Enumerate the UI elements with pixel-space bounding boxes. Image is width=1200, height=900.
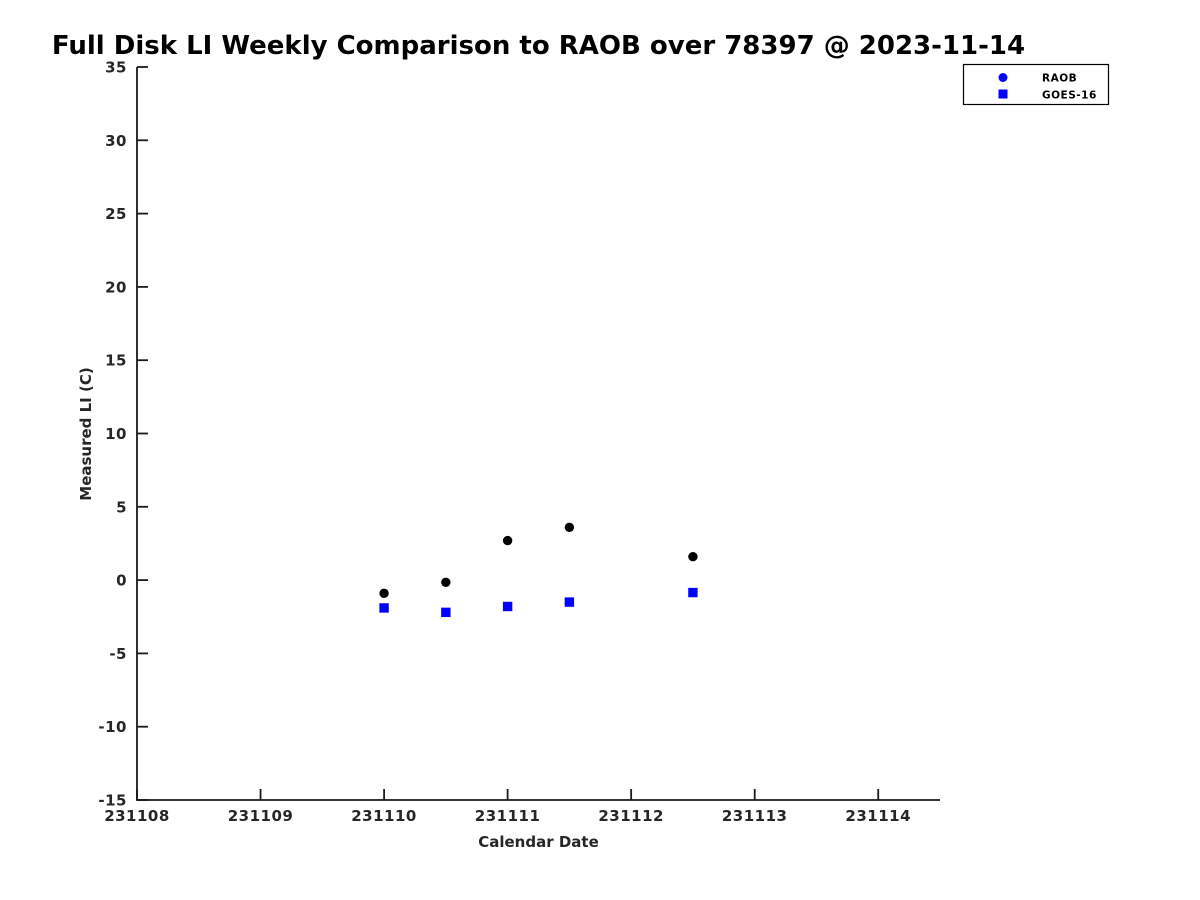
data-point-raob <box>688 551 698 562</box>
legend-label-goes16: GOES-16 <box>1042 90 1097 102</box>
legend-markers <box>998 73 1008 99</box>
data-point-goes-16 <box>688 587 698 598</box>
axes <box>136 67 940 801</box>
y-axis-label: Measured LI (C) <box>77 367 95 500</box>
legend-box <box>962 63 1110 106</box>
data-point-goes-16 <box>564 597 575 607</box>
y-tick-label: -15 <box>98 792 127 810</box>
x-tick-label: 231114 <box>845 807 911 825</box>
data-point-raob <box>502 535 513 546</box>
y-tick-label: 30 <box>105 132 127 150</box>
axis-ticks <box>136 66 880 801</box>
data-point-goes-16 <box>502 601 513 612</box>
legend-label-raob: RAOB <box>1042 73 1077 85</box>
y-tick-label: -10 <box>98 718 127 736</box>
data-point-raob <box>379 588 389 598</box>
data-point-raob <box>564 522 575 533</box>
data-point-raob <box>441 577 451 587</box>
legend: RAOB GOES-16 <box>962 63 1110 106</box>
y-tick-label: 25 <box>105 205 127 223</box>
y-tick-label: 15 <box>105 352 127 370</box>
x-tick-label: 231112 <box>598 807 664 825</box>
axis-spines <box>136 67 940 801</box>
y-tick-label: -5 <box>109 645 127 663</box>
x-tick-label: 231110 <box>351 807 417 825</box>
chart-title: Full Disk LI Weekly Comparison to RAOB o… <box>52 31 1025 61</box>
data-point-goes-16 <box>379 603 389 613</box>
data-point-goes-16 <box>441 607 451 618</box>
legend-marker-goes-16 <box>998 89 1008 99</box>
x-tick-label: 231108 <box>104 807 170 825</box>
y-tick-label: 10 <box>105 425 127 443</box>
y-tick-label: 35 <box>105 59 127 77</box>
legend-marker-raob <box>998 73 1008 82</box>
y-tick-label: 20 <box>105 278 127 296</box>
x-tick-label: 231109 <box>228 807 294 825</box>
y-tick-label: 5 <box>116 498 127 516</box>
axis-tick-labels: 231108 231109 231110 231111 231112 231113 2311… <box>98 59 911 826</box>
y-tick-label: 0 <box>116 572 127 590</box>
data-points <box>379 522 698 618</box>
x-tick-label: 231113 <box>722 807 788 825</box>
x-tick-label: 231111 <box>475 807 541 825</box>
x-axis-label: Calendar Date <box>478 833 599 851</box>
